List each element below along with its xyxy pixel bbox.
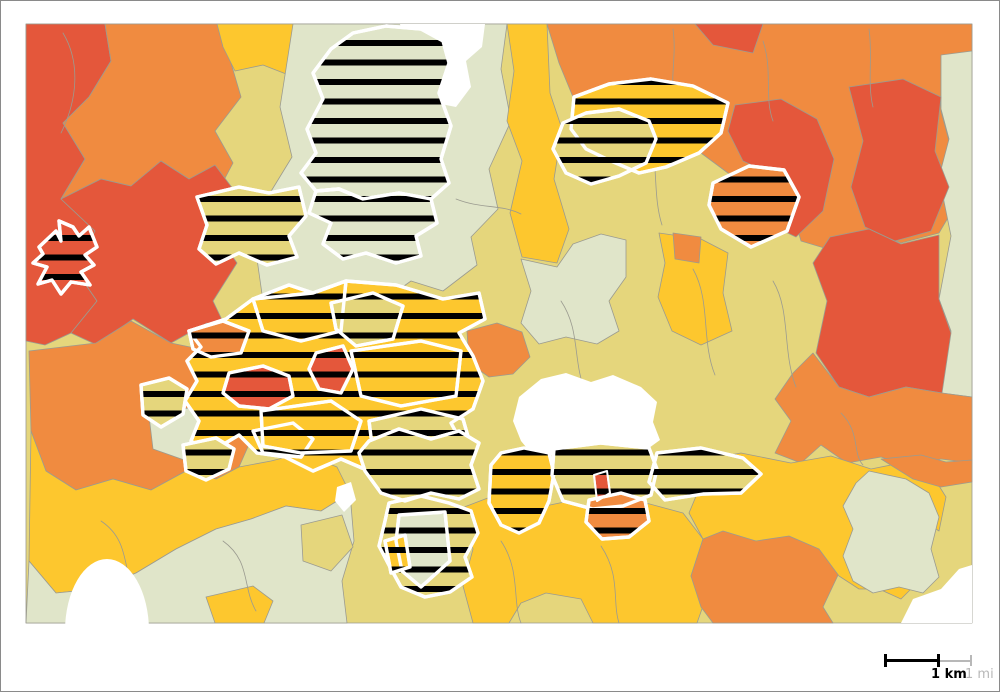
map-region	[762, 40, 774, 122]
hatch-stripes-overlay	[357, 427, 481, 503]
scale-mi-label: 1 mi	[965, 667, 994, 682]
map-region	[880, 454, 973, 488]
hatched-area-west-small-pieces	[139, 376, 236, 482]
map-region	[672, 232, 702, 264]
scale-bar-tick-km	[937, 654, 940, 667]
map-region	[455, 198, 522, 215]
hatched-area-central-cluster	[183, 279, 487, 473]
hatch-stripes-overlay	[307, 344, 355, 395]
no-data-area-city	[513, 373, 660, 459]
hatched-area-far-west-star	[31, 219, 99, 296]
map-region	[694, 23, 764, 54]
scale-bar-tick-mi	[970, 655, 972, 666]
hatch-stripes-overlay	[259, 399, 363, 455]
hatch-stripes-overlay	[584, 491, 651, 541]
map-region	[222, 540, 257, 612]
hatched-area-south-central	[357, 427, 481, 599]
hatch-stripes-overlay	[487, 446, 556, 535]
hatched-area-northeast-pentagon	[707, 164, 801, 249]
hatch-stripes-overlay	[221, 364, 295, 411]
hatch-stripes-overlay	[383, 533, 412, 575]
map-region	[520, 233, 627, 345]
no-data-area-southwest	[65, 559, 149, 691]
map-region	[848, 78, 950, 242]
hatch-stripes-overlay	[647, 446, 763, 502]
hatch-stripes-overlay	[195, 185, 308, 267]
no-data-layer	[65, 24, 972, 691]
map-region	[60, 32, 76, 134]
hatch-stripes-overlay	[349, 339, 463, 408]
scale-km-label: 1 km	[931, 667, 967, 682]
hatch-stripes-overlay	[181, 436, 236, 482]
map-region	[868, 28, 874, 108]
hatch-stripes-overlay	[329, 291, 405, 348]
scale-bar: 1 km 1 mi	[881, 649, 996, 689]
hatch-stripes-overlay	[593, 470, 611, 502]
map-region	[506, 23, 570, 264]
hatch-stripes-overlay	[139, 376, 189, 429]
map-region	[657, 232, 733, 346]
hatched-area-west-central	[195, 185, 308, 267]
hatch-stripes-overlay	[31, 219, 99, 296]
map-region	[300, 514, 354, 572]
scale-bar-tick-start	[884, 654, 887, 667]
map-region	[812, 228, 952, 398]
hatch-stripes-overlay	[707, 164, 801, 249]
map-region	[205, 585, 274, 624]
no-data-area-small	[335, 482, 356, 512]
map-region	[772, 280, 797, 388]
hatched-area-northeast-pair	[551, 77, 730, 186]
scale-bar-km-line	[885, 659, 939, 662]
region-fields-layer	[25, 23, 973, 624]
hatched-area-north-central	[299, 24, 453, 265]
hatched-area-south-bank	[487, 441, 763, 541]
map-region	[692, 268, 716, 376]
hatch-stripes-overlay	[307, 187, 439, 265]
no-data-area-southeast	[901, 565, 972, 623]
hatch-stripes-overlay	[551, 107, 658, 186]
map-region	[842, 470, 940, 594]
scale-bar-mi-line	[939, 660, 971, 662]
hatched-areas-layer	[31, 24, 801, 599]
map-region	[500, 540, 522, 624]
map-region	[840, 412, 864, 466]
map-region	[600, 545, 620, 624]
hatch-stripes-overlay	[187, 319, 251, 359]
